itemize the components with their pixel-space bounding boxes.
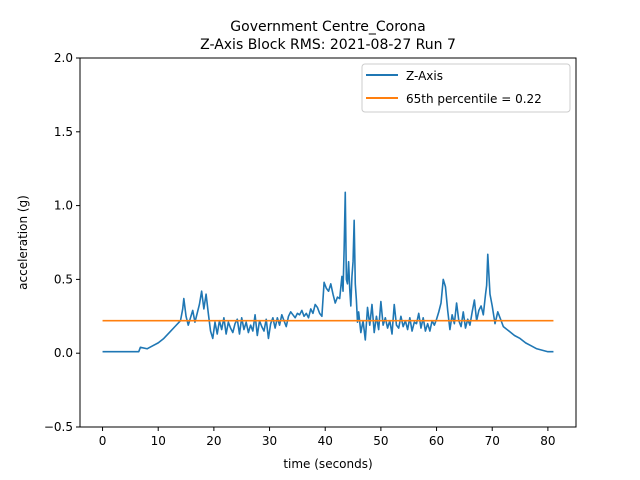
x-tick-label: 50 xyxy=(373,434,388,448)
y-tick-label: −0.5 xyxy=(44,420,73,434)
legend: Z-Axis 65th percentile = 0.22 xyxy=(361,63,571,113)
y-tick-label: 1.5 xyxy=(54,125,73,139)
y-axis: −0.5 0.0 0.5 1.0 1.5 2.0 xyxy=(44,51,80,434)
y-tick-label: 2.0 xyxy=(54,51,73,65)
x-tick-label: 70 xyxy=(485,434,500,448)
x-tick-label: 20 xyxy=(206,434,221,448)
chart-title: Government Centre_Corona xyxy=(230,19,425,35)
x-tick-label: 40 xyxy=(318,434,333,448)
chart-subtitle: Z-Axis Block RMS: 2021-08-27 Run 7 xyxy=(200,37,456,53)
plot-frame xyxy=(79,57,577,428)
y-axis-label: acceleration (g) xyxy=(16,195,30,290)
x-tick-label: 10 xyxy=(151,434,166,448)
legend-label-percentile: 65th percentile = 0.22 xyxy=(406,92,542,106)
x-axis-label: time (seconds) xyxy=(283,457,372,471)
x-tick-label: 60 xyxy=(429,434,444,448)
plot-area xyxy=(79,57,577,428)
x-tick-label: 30 xyxy=(262,434,277,448)
series-layer xyxy=(102,191,554,353)
x-tick-label: 0 xyxy=(99,434,107,448)
legend-box xyxy=(361,63,571,113)
y-tick-label: 0.5 xyxy=(54,272,73,286)
y-tick-label: 0.0 xyxy=(54,346,73,360)
x-tick-label: 80 xyxy=(540,434,555,448)
x-axis: 0 10 20 30 40 50 60 70 80 xyxy=(99,427,556,448)
series-line-0 xyxy=(102,191,554,353)
y-tick-label: 1.0 xyxy=(54,199,73,213)
legend-label-z-axis: Z-Axis xyxy=(406,69,443,83)
